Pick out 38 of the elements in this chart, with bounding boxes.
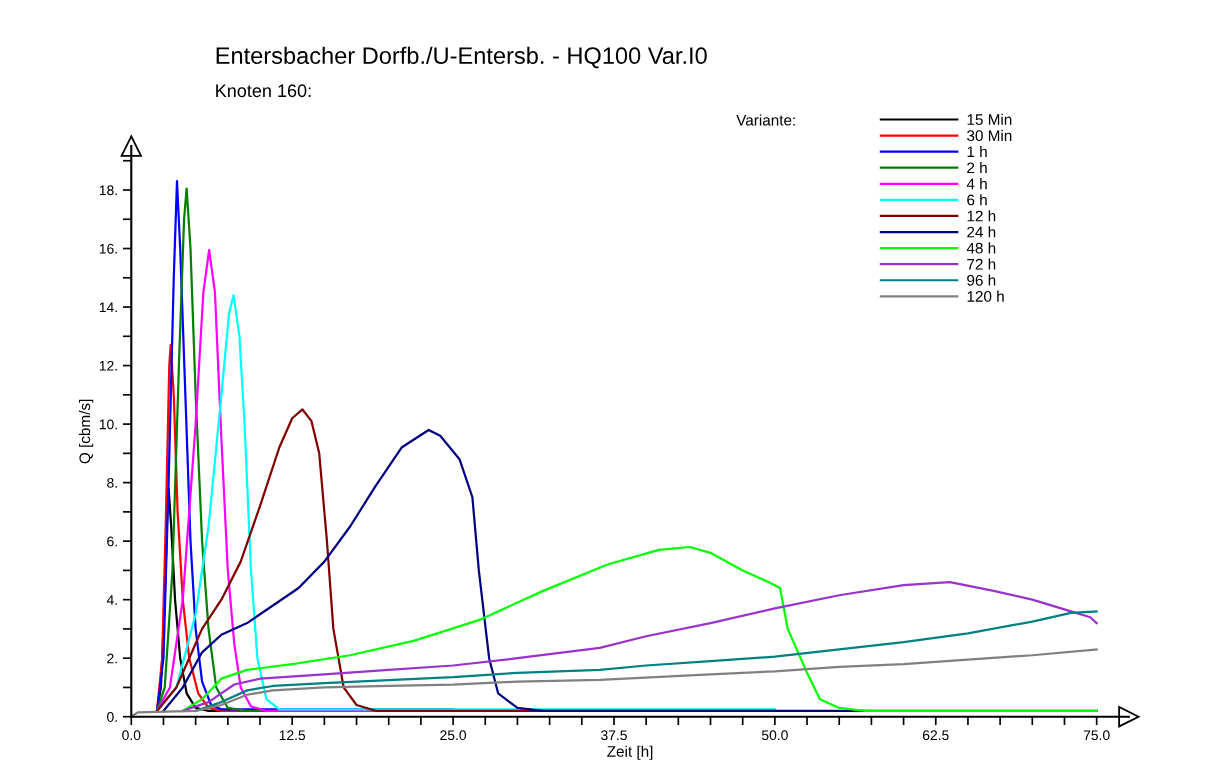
legend-label: 6 h [967, 194, 987, 206]
x-tick-label: 25.0 [440, 730, 467, 741]
legend-label: 30 Min [967, 129, 1012, 142]
legend-label: 12 h [967, 210, 996, 222]
legend-label: 72 h [967, 258, 996, 270]
y-tick-label: 8. [107, 477, 117, 488]
y-tick-label: 0. [107, 712, 117, 722]
legend-label: 2 h [967, 162, 987, 174]
x-tick-label: 12.5 [279, 730, 306, 741]
y-tick-label: 6. [107, 536, 117, 547]
legend-label: 15 Min [967, 113, 1012, 125]
line-series [181, 545, 1098, 712]
y-tick-label: 16. [99, 243, 117, 254]
legend-label: 4 h [966, 178, 987, 190]
x-tick-label: 37.5 [600, 730, 627, 741]
legend-label: 48 h [966, 242, 996, 254]
x-tick-label: 0.0 [122, 730, 141, 741]
chart-title: Entersbacher Dorfb./U-Entersb. - HQ100 Var.I0 [216, 46, 707, 69]
y-tick-label: 14. [99, 302, 117, 313]
x-tick-label: 50.0 [761, 730, 788, 741]
x-tick-label: 75.0 [1083, 730, 1110, 741]
legend-label: 96 h [967, 274, 996, 286]
chart-subtitle: Knoten 160: [216, 84, 311, 98]
legend-label: 24 h [967, 226, 996, 238]
legend-label: 1 h [967, 145, 987, 157]
line-series [181, 581, 1098, 712]
x-axis-title: Zeit [h] [607, 745, 653, 760]
y-axis-title: Q [cbm/s] [78, 399, 94, 464]
y-tick-label: 4. [106, 595, 117, 605]
y-tick-label: 18. [99, 185, 117, 196]
y-tick-label: 2. [107, 653, 117, 664]
x-tick-label: 62.5 [922, 730, 949, 741]
legend-label: 120 h [967, 290, 1004, 302]
y-tick-label: 12. [99, 360, 117, 371]
line-series [194, 610, 1098, 712]
legend-title: Variante: [736, 114, 795, 126]
y-tick-label: 10. [99, 419, 117, 430]
line-series [131, 648, 1098, 717]
